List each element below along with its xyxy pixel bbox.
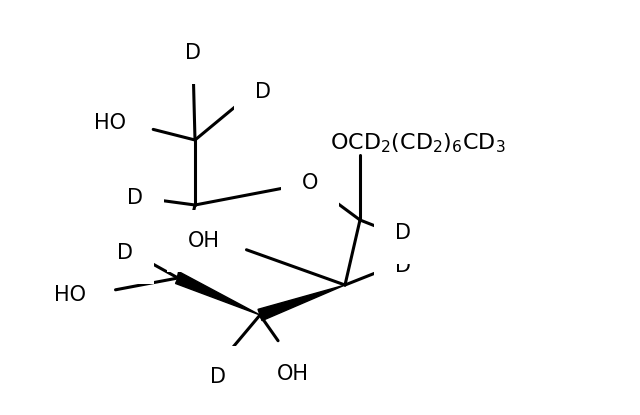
Polygon shape: [258, 285, 345, 321]
Text: OCD$_2$(CD$_2$)$_6$CD$_3$: OCD$_2$(CD$_2$)$_6$CD$_3$: [330, 131, 506, 155]
Text: D: D: [255, 82, 271, 102]
Text: O: O: [302, 173, 318, 193]
Text: D: D: [185, 43, 201, 63]
Text: D: D: [395, 256, 411, 276]
Polygon shape: [175, 273, 260, 315]
Text: HO: HO: [54, 285, 86, 305]
Text: D: D: [395, 223, 411, 243]
Text: D: D: [210, 367, 226, 387]
Text: D: D: [117, 243, 133, 263]
Text: D: D: [127, 188, 143, 208]
Text: OH: OH: [277, 364, 309, 384]
Text: HO: HO: [94, 113, 126, 133]
Text: OH: OH: [188, 231, 220, 251]
